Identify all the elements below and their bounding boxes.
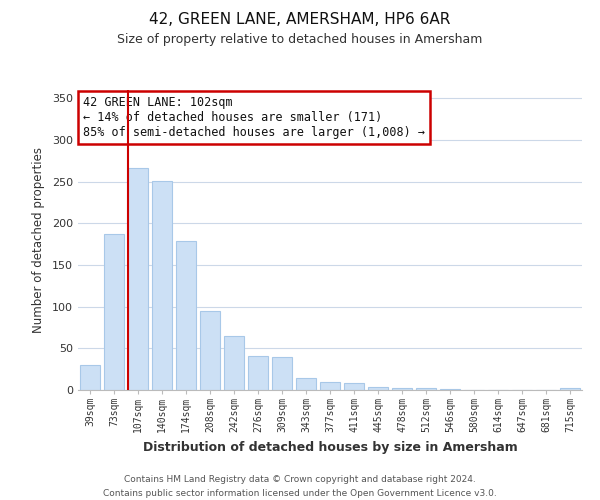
X-axis label: Distribution of detached houses by size in Amersham: Distribution of detached houses by size … (143, 440, 517, 454)
Bar (152, 181, 172, 390)
Text: Contains HM Land Registry data © Crown copyright and database right 2024.
Contai: Contains HM Land Registry data © Crown c… (103, 476, 497, 498)
Bar (440, 389, 460, 390)
Bar (248, 356, 268, 390)
Bar (296, 378, 316, 390)
Bar (560, 388, 580, 390)
Y-axis label: Number of detached properties: Number of detached properties (32, 147, 45, 333)
Bar (344, 384, 364, 390)
Bar (80, 365, 100, 390)
Text: 42, GREEN LANE, AMERSHAM, HP6 6AR: 42, GREEN LANE, AMERSHAM, HP6 6AR (149, 12, 451, 28)
Text: Size of property relative to detached houses in Amersham: Size of property relative to detached ho… (118, 32, 482, 46)
Bar (392, 388, 412, 390)
Bar (320, 382, 340, 390)
Bar (128, 168, 148, 390)
Bar (224, 336, 244, 390)
Bar (416, 388, 436, 390)
Bar (200, 311, 220, 390)
Bar (176, 241, 196, 390)
Bar (368, 386, 388, 390)
Text: 42 GREEN LANE: 102sqm
← 14% of detached houses are smaller (171)
85% of semi-det: 42 GREEN LANE: 102sqm ← 14% of detached … (83, 96, 425, 139)
Bar (272, 356, 292, 390)
Bar (104, 234, 124, 390)
